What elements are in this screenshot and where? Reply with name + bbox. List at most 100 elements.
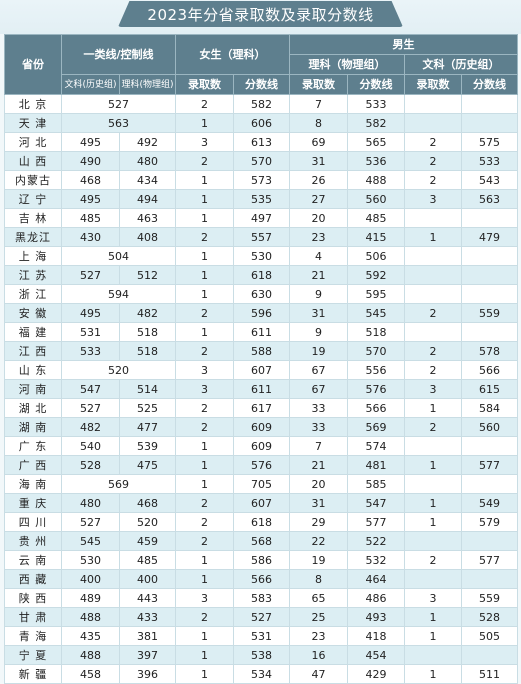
female-score-cell: 586 bbox=[233, 550, 290, 570]
header-line-wenke: 文科(历史组) bbox=[61, 74, 120, 95]
female-count-cell: 2 bbox=[175, 341, 234, 361]
male-like-count-cell: 8 bbox=[289, 569, 348, 589]
province-cell: 内蒙古 bbox=[4, 170, 62, 190]
female-count-cell: 2 bbox=[175, 493, 234, 513]
male-wenke-score-cell bbox=[461, 474, 518, 494]
control-line-cell: 563 bbox=[61, 113, 176, 133]
male-wenke-score-cell: 579 bbox=[461, 512, 518, 532]
female-count-cell: 2 bbox=[175, 94, 234, 114]
female-count-cell: 1 bbox=[175, 113, 234, 133]
province-cell: 重 庆 bbox=[4, 493, 62, 513]
female-count-cell: 2 bbox=[175, 398, 234, 418]
table-row: 江 苏 527 512 1 618 21 592 bbox=[4, 265, 518, 285]
male-wenke-count-cell: 2 bbox=[404, 360, 462, 380]
male-wenke-score-cell bbox=[461, 645, 518, 665]
male-like-score-cell: 533 bbox=[347, 94, 405, 114]
province-cell: 新 疆 bbox=[4, 664, 62, 684]
province-cell: 广 西 bbox=[4, 455, 62, 475]
male-like-count-cell: 33 bbox=[289, 398, 348, 418]
table-row: 湖 南 482 477 2 609 33 569 2 560 bbox=[4, 417, 518, 437]
female-score-cell: 611 bbox=[233, 322, 290, 342]
header-female-score: 分数线 bbox=[233, 74, 290, 95]
male-like-score-cell: 566 bbox=[347, 398, 405, 418]
male-wenke-score-cell bbox=[461, 436, 518, 456]
female-count-cell: 2 bbox=[175, 151, 234, 171]
female-score-cell: 576 bbox=[233, 455, 290, 475]
male-like-score-cell: 506 bbox=[347, 246, 405, 266]
male-like-count-cell: 7 bbox=[289, 94, 348, 114]
male-like-score-cell: 574 bbox=[347, 436, 405, 456]
table-row: 陕 西 489 443 3 583 65 486 3 559 bbox=[4, 588, 518, 608]
table-row: 山 西 490 480 2 570 31 536 2 533 bbox=[4, 151, 518, 171]
male-like-count-cell: 33 bbox=[289, 417, 348, 437]
table-row: 福 建 531 518 1 611 9 518 bbox=[4, 322, 518, 342]
male-wenke-score-cell: 543 bbox=[461, 170, 518, 190]
province-cell: 青 海 bbox=[4, 626, 62, 646]
male-like-count-cell: 20 bbox=[289, 208, 348, 228]
province-cell: 黑龙江 bbox=[4, 227, 62, 247]
female-count-cell: 2 bbox=[175, 303, 234, 323]
male-like-score-cell: 485 bbox=[347, 208, 405, 228]
control-line-like-cell: 492 bbox=[119, 132, 176, 152]
female-count-cell: 1 bbox=[175, 170, 234, 190]
control-line-like-cell: 433 bbox=[119, 607, 176, 627]
province-cell: 江 西 bbox=[4, 341, 62, 361]
table-row: 广 东 540 539 1 609 7 574 bbox=[4, 436, 518, 456]
province-cell: 江 苏 bbox=[4, 265, 62, 285]
male-like-score-cell: 570 bbox=[347, 341, 405, 361]
male-like-count-cell: 8 bbox=[289, 113, 348, 133]
female-count-cell: 1 bbox=[175, 436, 234, 456]
female-count-cell: 1 bbox=[175, 626, 234, 646]
table-row: 河 北 495 492 3 613 69 565 2 575 bbox=[4, 132, 518, 152]
male-wenke-count-cell bbox=[404, 94, 462, 114]
male-wenke-score-cell: 575 bbox=[461, 132, 518, 152]
male-like-score-cell: 592 bbox=[347, 265, 405, 285]
header-male-like-count: 录取数 bbox=[289, 74, 348, 95]
control-line-like-cell: 514 bbox=[119, 379, 176, 399]
male-like-score-cell: 429 bbox=[347, 664, 405, 684]
page-title: 2023年分省录取数及录取分数线 bbox=[147, 6, 374, 24]
male-like-score-cell: 486 bbox=[347, 588, 405, 608]
male-wenke-count-cell: 1 bbox=[404, 227, 462, 247]
male-like-score-cell: 493 bbox=[347, 607, 405, 627]
control-line-like-cell: 520 bbox=[119, 512, 176, 532]
header-male: 男生 bbox=[289, 34, 518, 55]
female-score-cell: 566 bbox=[233, 569, 290, 589]
table-row: 河 南 547 514 3 611 67 576 3 615 bbox=[4, 379, 518, 399]
province-cell: 山 东 bbox=[4, 360, 62, 380]
table-row: 江 西 533 518 2 588 19 570 2 578 bbox=[4, 341, 518, 361]
male-wenke-count-cell bbox=[404, 113, 462, 133]
male-wenke-score-cell: 511 bbox=[461, 664, 518, 684]
male-like-score-cell: 556 bbox=[347, 360, 405, 380]
control-line-cell: 569 bbox=[61, 474, 176, 494]
male-like-count-cell: 47 bbox=[289, 664, 348, 684]
province-cell: 河 南 bbox=[4, 379, 62, 399]
male-wenke-score-cell: 615 bbox=[461, 379, 518, 399]
female-count-cell: 3 bbox=[175, 588, 234, 608]
province-cell: 西 藏 bbox=[4, 569, 62, 589]
male-like-count-cell: 9 bbox=[289, 322, 348, 342]
table-row: 北 京 527 2 582 7 533 bbox=[4, 94, 518, 114]
female-count-cell: 1 bbox=[175, 455, 234, 475]
control-line-cell: 527 bbox=[61, 94, 176, 114]
female-count-cell: 2 bbox=[175, 512, 234, 532]
control-line-wenke-cell: 527 bbox=[61, 398, 120, 418]
table-row: 新 疆 458 396 1 534 47 429 1 511 bbox=[4, 664, 518, 684]
control-line-like-cell: 539 bbox=[119, 436, 176, 456]
table-row: 广 西 528 475 1 576 21 481 1 577 bbox=[4, 455, 518, 475]
male-like-count-cell: 31 bbox=[289, 493, 348, 513]
female-score-cell: 618 bbox=[233, 265, 290, 285]
header-province: 省份 bbox=[4, 34, 62, 95]
male-like-count-cell: 67 bbox=[289, 360, 348, 380]
male-like-count-cell: 25 bbox=[289, 607, 348, 627]
male-like-score-cell: 565 bbox=[347, 132, 405, 152]
control-line-wenke-cell: 480 bbox=[61, 493, 120, 513]
female-score-cell: 609 bbox=[233, 417, 290, 437]
male-wenke-score-cell bbox=[461, 113, 518, 133]
table-row: 四 川 527 520 2 618 29 577 1 579 bbox=[4, 512, 518, 532]
female-score-cell: 607 bbox=[233, 360, 290, 380]
table-row: 湖 北 527 525 2 617 33 566 1 584 bbox=[4, 398, 518, 418]
female-count-cell: 2 bbox=[175, 607, 234, 627]
province-cell: 湖 南 bbox=[4, 417, 62, 437]
control-line-like-cell: 443 bbox=[119, 588, 176, 608]
